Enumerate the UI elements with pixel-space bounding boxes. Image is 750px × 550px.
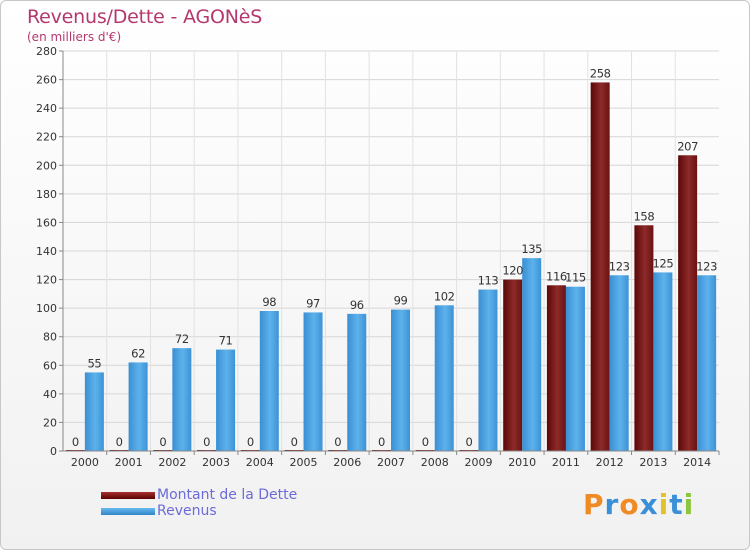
x-tick-label: 2005 — [290, 456, 318, 469]
y-tick-label: 220 — [36, 131, 57, 144]
y-tick-label: 180 — [36, 188, 57, 201]
x-tick-label: 2010 — [508, 456, 536, 469]
data-label-debt: 258 — [590, 66, 611, 80]
bar-revenue — [434, 305, 454, 451]
legend-item-revenue: Revenus — [101, 503, 297, 519]
data-label-debt: 0 — [159, 435, 166, 449]
legend-swatch-revenue — [101, 507, 155, 515]
bar-revenue — [303, 312, 323, 451]
data-label-revenue: 72 — [175, 332, 189, 346]
data-label-revenue: 98 — [262, 295, 276, 309]
x-tick-label: 2002 — [158, 456, 186, 469]
y-tick-label: 100 — [36, 302, 57, 315]
data-label-debt: 0 — [422, 435, 429, 449]
data-label-debt: 0 — [116, 435, 123, 449]
data-label-debt: 0 — [203, 435, 210, 449]
x-tick-label: 2009 — [464, 456, 492, 469]
x-tick-label: 2013 — [639, 456, 667, 469]
legend-label-debt: Montant de la Dette — [157, 487, 298, 503]
bar-debt — [546, 285, 566, 451]
logo-letter: i — [683, 488, 695, 521]
y-tick-label: 260 — [36, 74, 57, 87]
logo-letter: P — [583, 488, 605, 521]
logo-letter: x — [639, 488, 659, 521]
x-tick-label: 2000 — [71, 456, 99, 469]
data-label-debt: 0 — [334, 435, 341, 449]
data-label-debt: 0 — [247, 435, 254, 449]
legend-swatch-debt — [101, 491, 155, 499]
y-tick-label: 60 — [43, 359, 57, 372]
y-tick-label: 240 — [36, 102, 57, 115]
x-tick-label: 2007 — [377, 456, 405, 469]
data-label-revenue: 123 — [609, 259, 630, 273]
bar-debt — [590, 82, 610, 451]
data-label-debt: 158 — [634, 209, 655, 223]
chart-subtitle: (en milliers d'€) — [27, 30, 122, 44]
y-tick-label: 280 — [36, 45, 57, 58]
x-tick-label: 2014 — [683, 456, 711, 469]
legend-item-debt: Montant de la Dette — [101, 487, 297, 503]
x-tick-label: 2004 — [246, 456, 274, 469]
bar-debt — [503, 279, 523, 451]
logo-letter: r — [604, 488, 620, 521]
y-tick-label: 160 — [36, 216, 57, 229]
bar-debt — [634, 225, 654, 451]
data-label-debt: 0 — [466, 435, 473, 449]
x-tick-label: 2008 — [421, 456, 449, 469]
logo-letter: o — [619, 488, 640, 521]
chart-legend: Montant de la Dette Revenus — [101, 487, 297, 519]
proxiti-logo: Proxiti — [583, 488, 694, 521]
data-label-revenue: 135 — [521, 242, 542, 256]
data-label-debt: 120 — [502, 264, 523, 278]
bar-revenue — [259, 311, 279, 451]
data-label-revenue: 96 — [350, 298, 364, 312]
bar-revenue — [347, 313, 367, 451]
data-label-revenue: 62 — [131, 346, 145, 360]
bar-revenue — [653, 272, 673, 451]
x-tick-label: 2003 — [202, 456, 230, 469]
bar-revenue — [609, 275, 629, 451]
bar-revenue — [565, 286, 585, 451]
data-label-debt: 0 — [291, 435, 298, 449]
data-label-revenue: 55 — [87, 356, 101, 370]
logo-letter: t — [669, 488, 684, 521]
logo-letter: i — [658, 488, 670, 521]
data-label-debt: 207 — [677, 139, 698, 153]
y-tick-label: 200 — [36, 159, 57, 172]
bar-revenue — [128, 362, 148, 451]
data-label-revenue: 113 — [478, 274, 499, 288]
bar-revenue — [172, 348, 192, 451]
bar-revenue — [478, 289, 498, 451]
x-tick-label: 2012 — [596, 456, 624, 469]
y-tick-label: 120 — [36, 274, 57, 287]
bar-revenue — [84, 372, 104, 451]
bar-revenue — [391, 309, 410, 451]
x-tick-label: 2001 — [115, 456, 143, 469]
bar-revenue — [697, 275, 717, 451]
data-label-revenue: 71 — [219, 334, 233, 348]
data-label-debt: 0 — [378, 435, 385, 449]
y-tick-label: 80 — [43, 331, 57, 344]
bar-revenue — [522, 258, 542, 451]
data-label-debt: 116 — [546, 269, 567, 283]
data-label-revenue: 123 — [696, 259, 717, 273]
y-tick-label: 0 — [50, 445, 57, 458]
chart-title: Revenus/Dette - AGONèS — [27, 6, 263, 28]
y-tick-label: 40 — [43, 388, 57, 401]
data-label-revenue: 125 — [653, 256, 674, 270]
bar-debt — [678, 155, 698, 452]
x-tick-label: 2011 — [552, 456, 580, 469]
data-label-revenue: 99 — [394, 294, 408, 308]
legend-label-revenue: Revenus — [157, 503, 217, 519]
y-tick-label: 140 — [36, 245, 57, 258]
data-label-revenue: 97 — [306, 296, 320, 310]
bar-revenue — [216, 349, 236, 451]
y-tick-label: 20 — [43, 416, 57, 429]
x-tick-label: 2006 — [333, 456, 361, 469]
data-label-revenue: 115 — [565, 271, 586, 285]
data-label-debt: 0 — [72, 435, 79, 449]
data-label-revenue: 102 — [434, 289, 455, 303]
